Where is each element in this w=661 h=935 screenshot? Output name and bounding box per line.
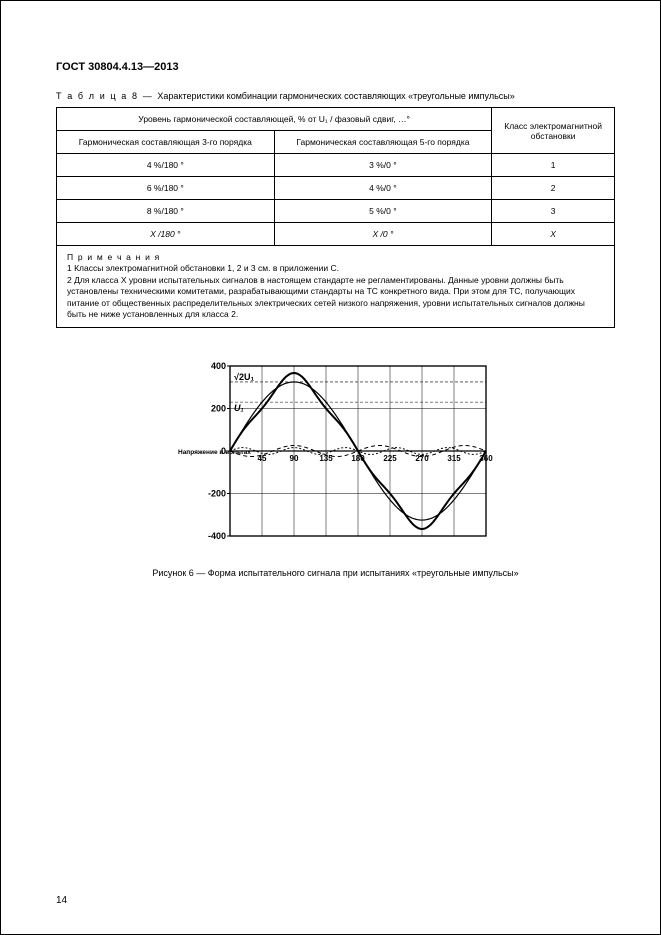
cell: X [492,223,615,246]
waveform-chart: 45901351802252703153604002000-200-400√2U… [176,356,496,546]
svg-text:200: 200 [210,403,225,413]
table-caption-text: Характеристики комбинации гармонических … [157,91,514,101]
notes-title: П р и м е ч а н и я [67,252,160,262]
table-row: 4 %/180 ° 3 %/0 ° 1 [57,154,615,177]
cell: 4 %/180 ° [57,154,275,177]
harmonics-table: Уровень гармонической составляющей, % от… [56,107,615,328]
table-row: X /180 ° X /0 ° X [57,223,615,246]
note-1: 1 Классы электромагнитной обстановки 1, … [67,263,339,273]
cell: X /180 ° [57,223,275,246]
document-header: ГОСТ 30804.4.13—2013 [56,61,615,73]
page-number: 14 [56,895,67,906]
svg-text:-400: -400 [207,531,225,541]
svg-text:Напряжение в вольтах: Напряжение в вольтах [178,449,251,456]
cell: 3 %/0 ° [274,154,492,177]
cell: 8 %/180 ° [57,200,275,223]
cell: 2 [492,177,615,200]
table-header-class: Класс электромагнитной обстановки [492,108,615,154]
table-caption: Т а б л и ц а 8 — Характеристики комбина… [56,91,615,101]
svg-text:315: 315 [447,454,461,463]
svg-text:-200: -200 [207,488,225,498]
table-row: 8 %/180 ° 5 %/0 ° 3 [57,200,615,223]
table-header-col1: Гармоническая составляющая 3-го порядка [57,131,275,154]
cell: X /0 ° [274,223,492,246]
table-notes: П р и м е ч а н и я 1 Классы электромагн… [57,246,615,328]
note-2: 2 Для класса X уровни испытательных сигн… [67,275,585,319]
cell: 5 %/0 ° [274,200,492,223]
svg-text:400: 400 [210,361,225,371]
svg-text:225: 225 [383,454,397,463]
figure-caption: Рисунок 6 — Форма испытательного сигнала… [56,568,615,578]
svg-text:√2U₁: √2U₁ [234,372,254,382]
table-caption-prefix: Т а б л и ц а 8 — [56,91,157,101]
svg-text:U₁: U₁ [234,403,244,413]
cell: 1 [492,154,615,177]
cell: 6 %/180 ° [57,177,275,200]
table-row: 6 %/180 ° 4 %/0 ° 2 [57,177,615,200]
cell: 4 %/0 ° [274,177,492,200]
svg-text:270: 270 [415,454,429,463]
table-header-col2: Гармоническая составляющая 5-го порядка [274,131,492,154]
cell: 3 [492,200,615,223]
svg-text:90: 90 [289,454,298,463]
table-header-top: Уровень гармонической составляющей, % от… [57,108,492,131]
